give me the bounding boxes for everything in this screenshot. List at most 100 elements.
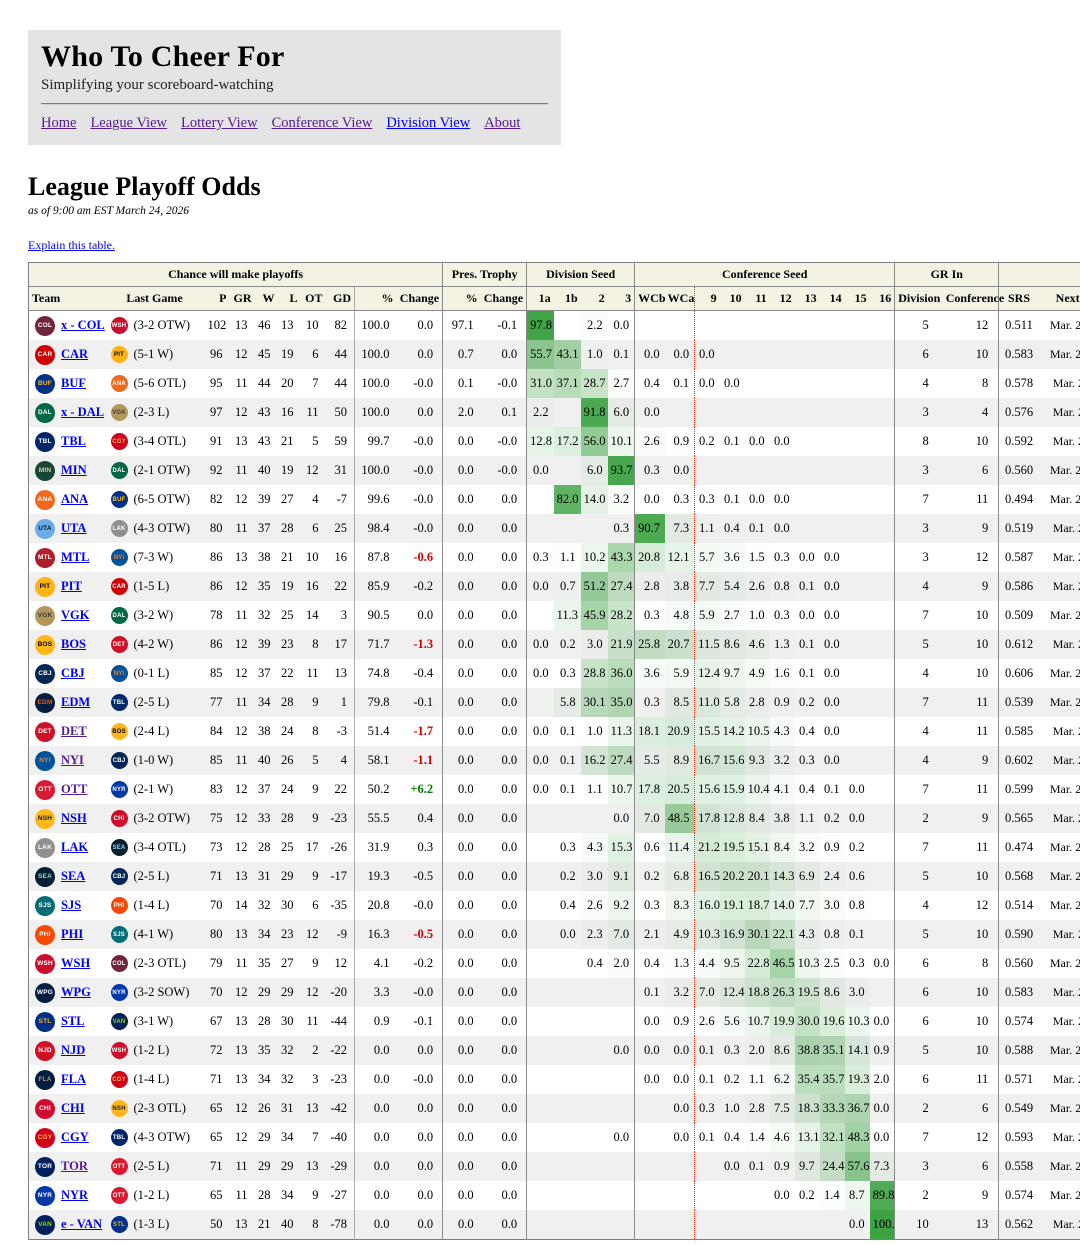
cell-playoff-pct: 20.8 [355,891,397,920]
cell-trophy-pct: 0.0 [443,427,481,456]
cell-ot: 11 [301,398,326,427]
last-game-score: (0-1 L) [134,666,170,681]
team-link-nyi[interactable]: NYI [61,753,84,768]
team-link-buf[interactable]: BUF [61,376,86,391]
team-link-tbl[interactable]: TBL [61,434,86,449]
cell-next-game: Mar. 24 @DET [1039,775,1080,804]
cell-next-game: Mar. 24 @PIT [1039,311,1080,341]
cell-p: 78 [205,601,230,630]
team-link-cbj[interactable]: CBJ [61,666,85,681]
team-link-mtl[interactable]: MTL [61,550,89,565]
team-link-njd[interactable]: NJD [61,1043,85,1058]
cell-seed-9: 2.6 [695,1007,720,1036]
column-header-seed-9: 9 [695,287,720,311]
team-link-edm[interactable]: EDM [61,695,90,710]
team-link-col[interactable]: x - COL [61,318,105,333]
cell-ot: 17 [301,833,326,862]
cell-seed-wcb: 0.0 [635,1007,665,1036]
cell-seed-16 [870,833,895,862]
cell-w: 29 [255,978,278,1007]
team-link-van[interactable]: e - VAN [61,1217,102,1232]
cell-trophy-change: 0.0 [481,746,527,775]
cell-srs: 0.612 [999,630,1039,659]
cell-next-game: Mar. 24 @FLA [1039,862,1080,891]
cell-seed-10: 19.1 [720,891,745,920]
explain-table-link[interactable]: Explain this table. [28,238,115,253]
team-link-ana[interactable]: ANA [61,492,88,507]
cell-playoff-change: -0.0 [397,427,443,456]
team-link-wsh[interactable]: WSH [61,956,90,971]
team-link-ott[interactable]: OTT [61,782,87,797]
cell-seed-wca: 0.0 [665,1065,695,1094]
team-link-sjs[interactable]: SJS [61,898,81,913]
team-link-min[interactable]: MIN [61,463,87,478]
last-opponent-logo: NYI [111,665,128,682]
team-link-pit[interactable]: PIT [61,579,82,594]
last-game-score: (5-1 W) [134,347,174,362]
team-link-stl[interactable]: STL [61,1014,85,1029]
team-link-det[interactable]: DET [61,724,87,739]
team-link-lak[interactable]: LAK [61,840,88,855]
cell-seed-14: 1.4 [820,1181,845,1210]
cell-w: 26 [255,1094,278,1123]
cell-seed-16 [870,311,895,341]
team-link-nyr[interactable]: NYR [61,1188,88,1203]
team-link-uta[interactable]: UTA [61,521,86,536]
cell-w: 29 [255,1152,278,1181]
team-link-wpg[interactable]: WPG [61,985,91,1000]
team-link-dal[interactable]: x - DAL [61,405,104,420]
nav-link-home[interactable]: Home [41,115,76,131]
team-link-nsh[interactable]: NSH [61,811,87,826]
nav-link-lottery-view[interactable]: Lottery View [181,115,258,131]
cell-playoff-pct: 100.0 [355,398,397,427]
cell-seed-16 [870,543,895,572]
team-link-car[interactable]: CAR [61,347,88,362]
cell-seed-3: 7.0 [608,920,635,949]
cell-srs: 0.568 [999,862,1039,891]
nav-link-division-view[interactable]: Division View [386,115,470,131]
cell-seed-14: 0.0 [820,572,845,601]
cell-trophy-change: 0.0 [481,862,527,891]
team-link-bos[interactable]: BOS [61,637,86,652]
cell-p: 84 [205,717,230,746]
cell-p: 79 [205,949,230,978]
nav-link-league-view[interactable]: League View [90,115,167,131]
nav-link-conference-view[interactable]: Conference View [272,115,373,131]
cell-ot: 9 [301,775,326,804]
cell-seed-wcb: 0.0 [635,340,665,369]
nav-link-about[interactable]: About [484,115,520,131]
cell-seed-12: 0.8 [770,572,795,601]
team-link-tor[interactable]: TOR [61,1159,88,1174]
cell-seed-13: 4.3 [795,920,820,949]
cell-gd: 31 [326,456,355,485]
cell-seed-14: 2.4 [820,862,845,891]
cell-seed-15 [845,572,870,601]
team-link-vgk[interactable]: VGK [61,608,89,623]
cell-seed-11: 30.1 [745,920,770,949]
cell-playoff-change: -0.0 [397,891,443,920]
team-link-cgy[interactable]: CGY [61,1130,89,1145]
cell-srs: 0.574 [999,1007,1039,1036]
team-logo: CBJ [35,664,55,684]
cell-seed-14: 0.0 [820,543,845,572]
team-link-fla[interactable]: FLA [61,1072,86,1087]
cell-seed-3 [608,1152,635,1181]
team-link-phi[interactable]: PHI [61,927,83,942]
cell-seed-2: 51.2 [581,572,608,601]
cell-seed-3: 6.0 [608,398,635,427]
cell-seed-3: 3.2 [608,485,635,514]
team-link-sea[interactable]: SEA [61,869,85,884]
cell-seed-1b: 0.7 [554,572,581,601]
cell-ot: 16 [301,572,326,601]
cell-w: 32 [255,601,278,630]
team-link-chi[interactable]: CHI [61,1101,85,1116]
cell-seed-9: 0.1 [695,1036,720,1065]
cell-seed-14: 8.6 [820,978,845,1007]
cell-p: 70 [205,978,230,1007]
cell-l: 32 [278,1036,301,1065]
